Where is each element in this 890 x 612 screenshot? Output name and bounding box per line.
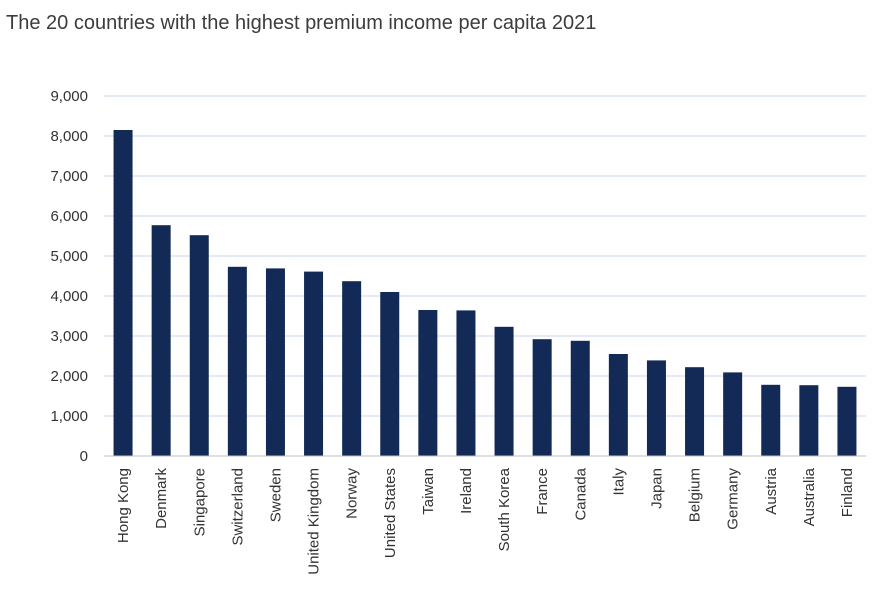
x-tick-label: Italy	[610, 468, 627, 496]
bar-sweden	[265, 268, 285, 456]
bar-austria	[761, 384, 781, 456]
y-axis-ticks: 0 1,000 2,000 3,000 4,000 5,000 6,000 7,000 8,00…	[50, 88, 88, 465]
bar-norway	[342, 281, 362, 456]
bar-canada	[570, 340, 590, 456]
x-tick-label: Belgium	[687, 468, 704, 522]
x-tick-label: Switzerland	[229, 468, 246, 546]
x-tick-label: Singapore	[191, 468, 208, 536]
y-tick-label: 3,000	[50, 328, 88, 345]
x-tick-label: Denmark	[153, 468, 170, 529]
x-tick-label: South Korea	[496, 467, 513, 551]
y-tick-label: 0	[80, 448, 88, 465]
x-tick-label: Ireland	[458, 468, 475, 514]
y-tick-label: 9,000	[50, 88, 88, 105]
bar-denmark	[151, 225, 171, 456]
bars	[113, 130, 857, 456]
y-tick-label: 7,000	[50, 168, 88, 185]
bar-south-korea	[494, 326, 514, 456]
bar-italy	[608, 354, 628, 456]
bar-ireland	[456, 310, 476, 456]
chart-title: The 20 countries with the highest premiu…	[6, 12, 597, 34]
bar-hong-kong	[113, 130, 133, 456]
bar-taiwan	[418, 310, 438, 456]
y-tick-label: 6,000	[50, 208, 88, 225]
x-tick-label: Canada	[572, 467, 589, 520]
bar-france	[532, 339, 552, 456]
x-tick-label: Norway	[344, 468, 361, 519]
bar-united-kingdom	[304, 271, 324, 456]
x-tick-label: Australia	[801, 467, 818, 526]
bar-switzerland	[227, 266, 247, 456]
x-tick-label: United Kingdom	[306, 468, 323, 575]
bar-finland	[837, 386, 857, 456]
y-tick-label: 2,000	[50, 368, 88, 385]
y-tick-label: 5,000	[50, 248, 88, 265]
x-tick-label: Finland	[839, 468, 856, 517]
x-tick-label: Japan	[648, 468, 665, 509]
x-tick-label: Sweden	[267, 468, 284, 522]
y-tick-label: 4,000	[50, 288, 88, 305]
y-tick-label: 8,000	[50, 128, 88, 145]
bar-singapore	[189, 235, 209, 456]
bar-united-states	[380, 292, 400, 456]
bar-germany	[723, 372, 743, 456]
gridlines	[104, 95, 866, 417]
x-tick-label: United States	[382, 468, 399, 558]
x-tick-label: France	[534, 468, 551, 515]
x-tick-label: Taiwan	[420, 468, 437, 515]
y-tick-label: 1,000	[50, 408, 88, 425]
x-axis-ticks: Hong Kong Denmark Singapore Switzerland Swed…	[115, 467, 856, 574]
x-tick-label: Germany	[725, 468, 742, 530]
bar-australia	[799, 385, 819, 456]
bar-belgium	[685, 367, 705, 456]
x-tick-label: Hong Kong	[115, 468, 132, 543]
bar-japan	[646, 360, 666, 456]
x-tick-label: Austria	[763, 467, 780, 514]
